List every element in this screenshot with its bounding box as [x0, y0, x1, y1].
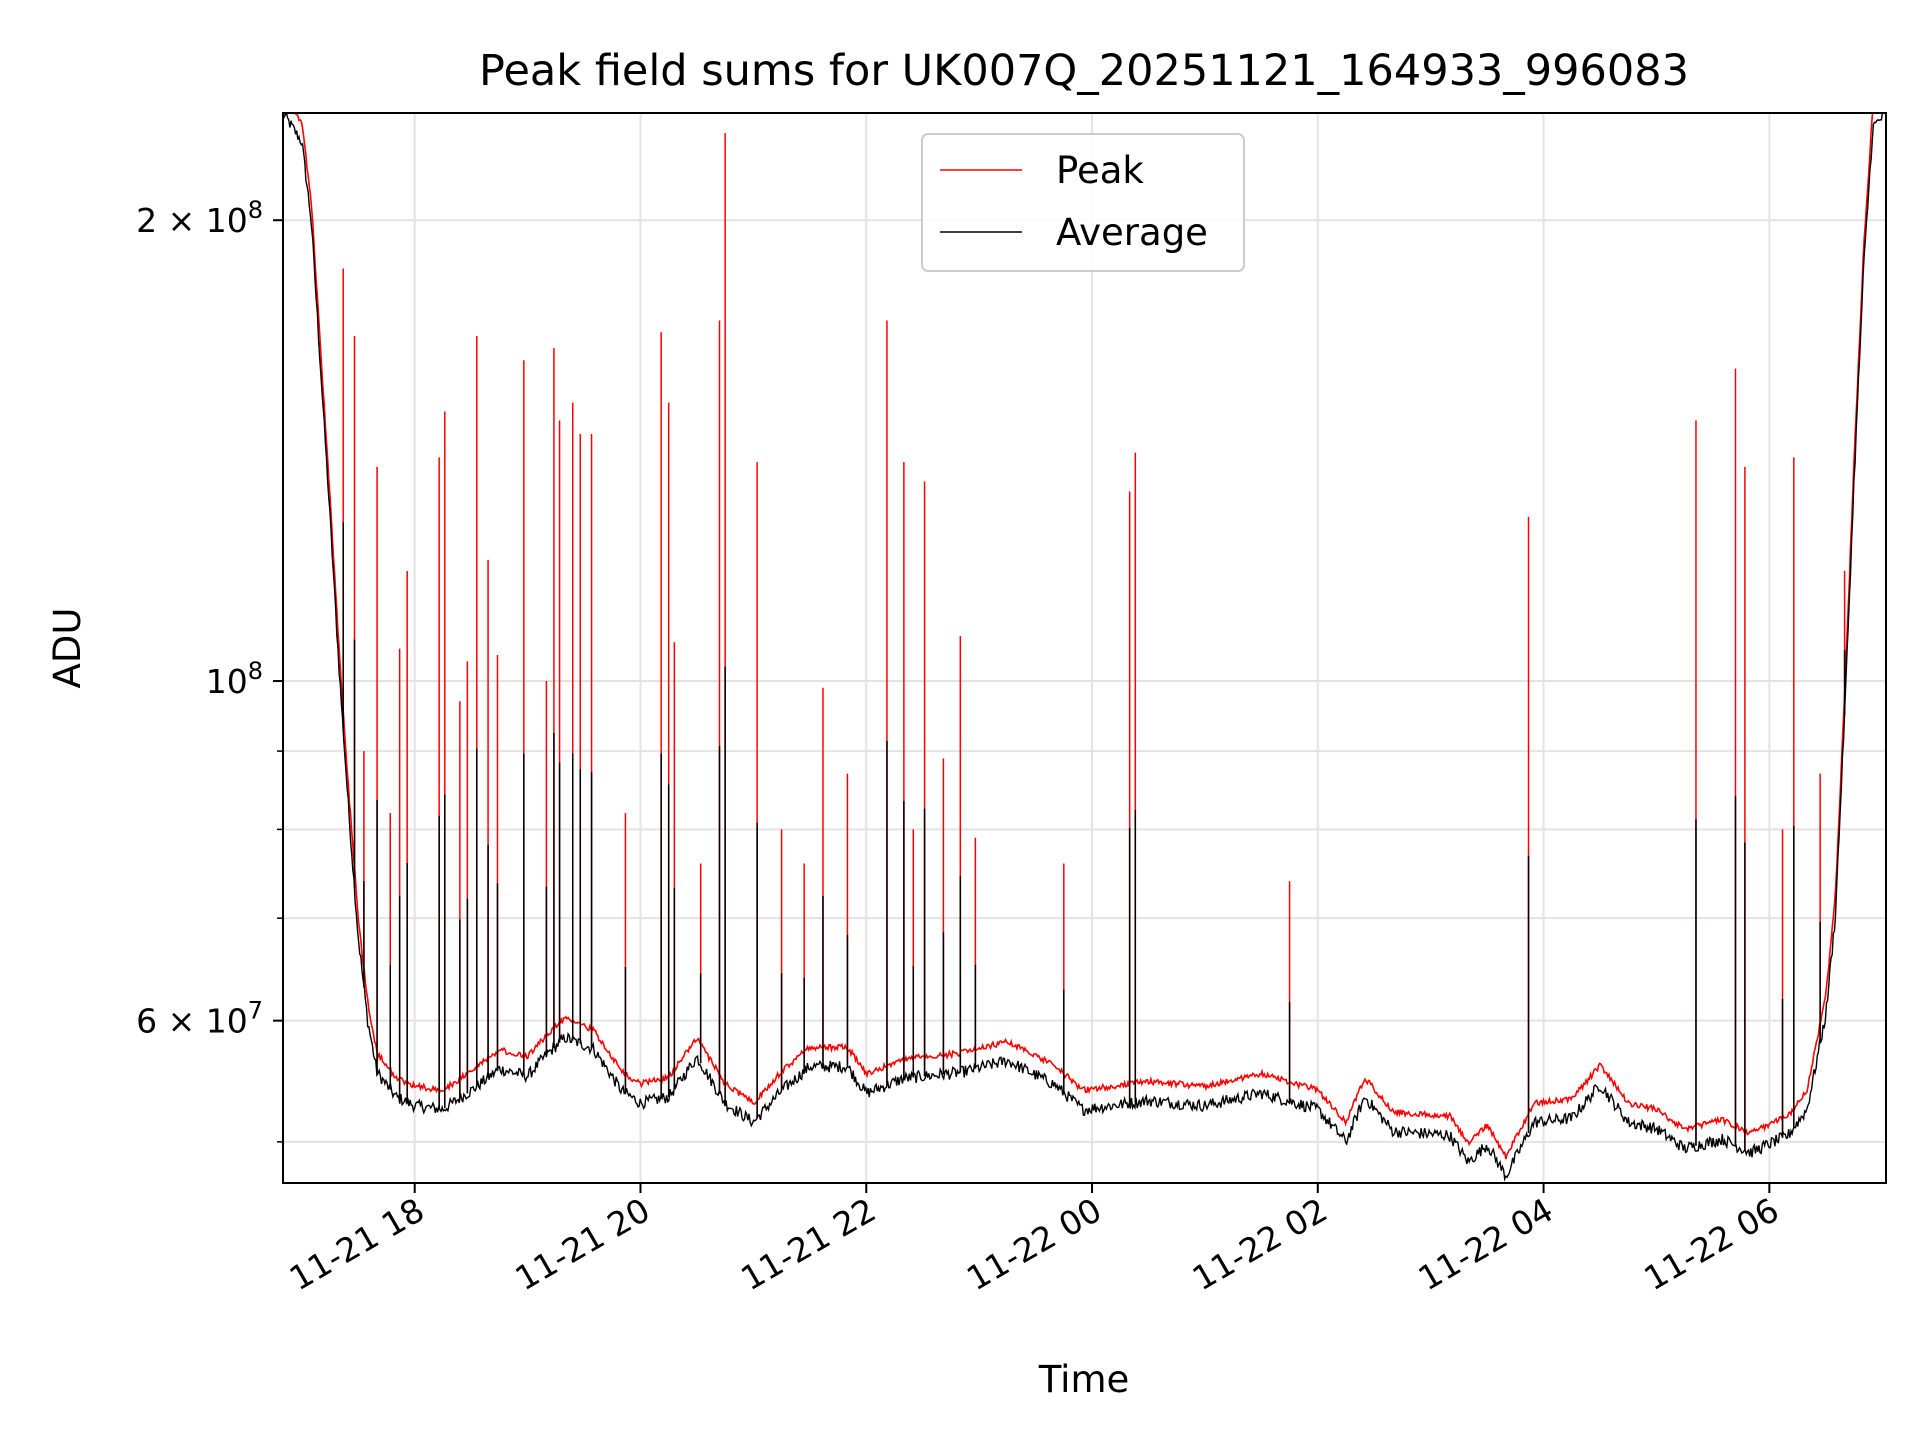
plot-frame: [282, 112, 1887, 1184]
y-tick-label: 6 × 107: [136, 997, 263, 1041]
grid-lines: [283, 113, 1886, 1183]
x-tick-label: 11-21 20: [508, 1190, 656, 1298]
x-tick-label: 11-22 02: [1186, 1190, 1334, 1298]
x-tick-label: 11-22 04: [1412, 1190, 1560, 1298]
x-tick-label: 11-22 00: [960, 1190, 1108, 1298]
x-tick-label: 11-22 06: [1637, 1190, 1785, 1298]
average-series-line: [283, 113, 1884, 1182]
x-axis-label: Time: [1038, 1358, 1130, 1401]
legend-peak-label: Peak: [1056, 149, 1144, 192]
legend-average-label: Average: [1056, 211, 1208, 254]
legend: Peak Average: [921, 133, 1245, 272]
y-axis-ticks: 6 × 107 108 2 × 108: [136, 196, 283, 1143]
x-tick-label: 11-21 22: [734, 1190, 882, 1298]
y-tick-label: 108: [206, 657, 263, 701]
chart-title: Peak field sums for UK007Q_20251121_1649…: [479, 46, 1689, 96]
peak-series-line: [294, 113, 1874, 1160]
legend-box: [921, 133, 1245, 272]
y-tick-label: 2 × 108: [136, 196, 263, 240]
x-tick-label: 11-21 18: [283, 1190, 431, 1298]
x-axis-ticks: 11-21 18 11-21 20 11-21 22 11-22 00 11-22 02…: [283, 1183, 1785, 1298]
y-axis-label: ADU: [46, 608, 89, 689]
series-layer: [283, 113, 1884, 1182]
